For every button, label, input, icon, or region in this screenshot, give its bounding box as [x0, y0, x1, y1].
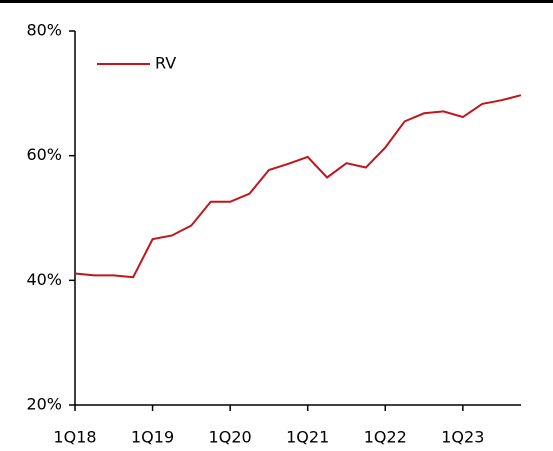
y-tick-label: 80%: [26, 21, 62, 40]
line-series: [74, 94, 522, 279]
x-tick-label: 1Q21: [286, 428, 329, 447]
x-tick-label: 1Q18: [53, 428, 96, 447]
y-tick-label: 40%: [26, 270, 62, 289]
top-border: [0, 0, 553, 3]
y-tick-label: 60%: [26, 145, 62, 164]
x-tick-label: 1Q19: [131, 428, 174, 447]
x-tick-label: 1Q22: [364, 428, 407, 447]
x-tick-label: 1Q20: [209, 428, 252, 447]
y-tick-label: 20%: [26, 395, 62, 414]
legend-label: RV: [155, 54, 176, 73]
x-tick-label: 1Q23: [441, 428, 484, 447]
